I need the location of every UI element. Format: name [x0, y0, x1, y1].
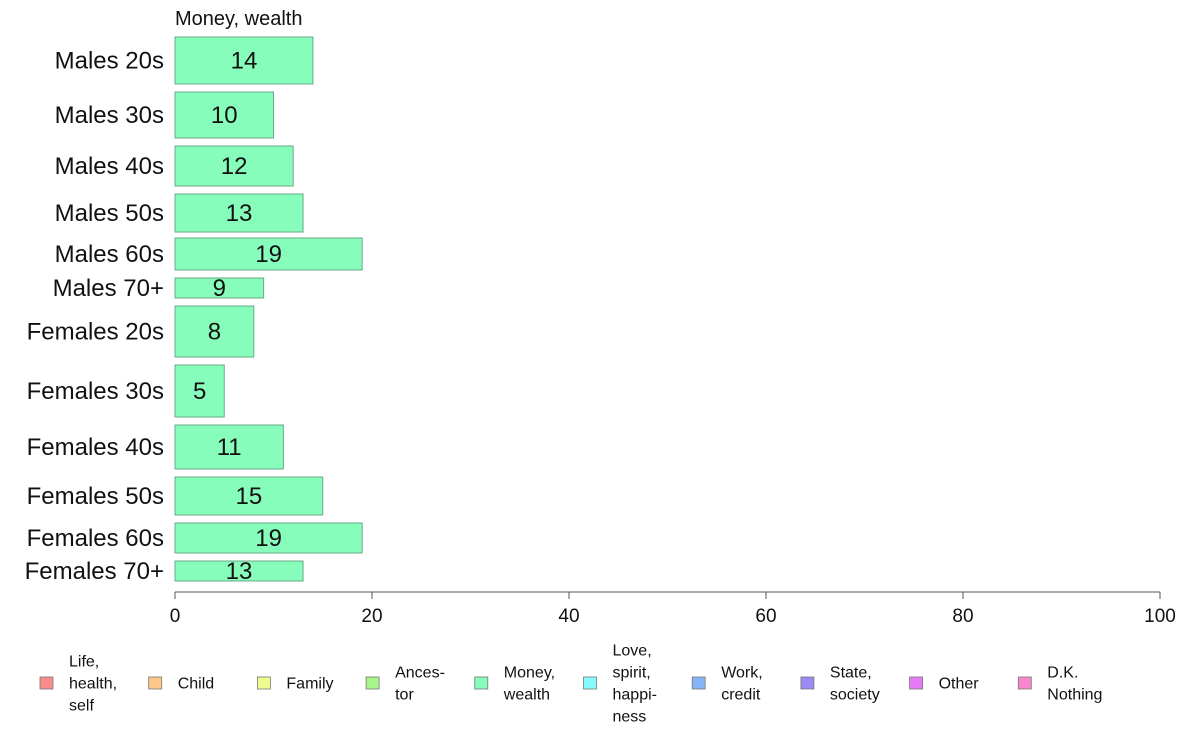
legend-label: Love, spirit, happi-ness	[613, 643, 657, 726]
bar-value-label: 14	[231, 48, 258, 75]
legend-swatch	[474, 676, 489, 690]
category-label: Females 20s	[27, 319, 164, 346]
bar-value-label: 19	[255, 525, 282, 552]
category-label: Males 40s	[55, 153, 164, 180]
legend-label: Money, wealth	[503, 665, 555, 704]
legend-label: Life, health, self	[69, 654, 117, 715]
bar-row: Females 30s 5	[27, 364, 225, 418]
bar-row: Males 50s 13	[55, 193, 304, 233]
legend-item: Family	[256, 676, 334, 693]
bar-value-label: 12	[221, 153, 248, 180]
legend-swatch	[39, 676, 54, 690]
legend-item: Work, credit	[691, 665, 763, 704]
legend-swatch	[583, 676, 597, 690]
legend-swatch	[365, 676, 380, 690]
legend-label: Work, credit	[721, 665, 762, 704]
bar-row: Males 30s 10	[55, 91, 274, 139]
x-axis: 0 20 40 60 80 100	[170, 591, 1176, 627]
bar-row: Females 60s 19	[27, 522, 363, 554]
category-label: Males 50s	[55, 200, 164, 227]
x-tick-label: 60	[755, 606, 776, 627]
x-tick-label: 100	[1144, 606, 1176, 627]
legend-swatch	[691, 676, 706, 690]
bar	[174, 305, 255, 358]
legend-item: Money, wealth	[474, 665, 555, 704]
bar	[174, 424, 284, 470]
bar-value-label: 5	[193, 378, 206, 405]
x-tick-label: 0	[170, 606, 181, 627]
legend-item: D.K. Nothing	[1017, 665, 1102, 704]
bar-row: Males 20s 14	[55, 36, 314, 85]
bar-row: Females 70+ 13	[25, 558, 304, 585]
bar	[174, 476, 324, 516]
category-label: Males 30s	[55, 102, 164, 129]
legend-label: Family	[286, 676, 333, 693]
legend-item: Life, health, self	[39, 654, 117, 715]
bar-value-label: 11	[217, 434, 242, 461]
bar-value-label: 9	[213, 275, 226, 302]
bar	[174, 145, 294, 187]
legend-label: State, society	[830, 665, 880, 704]
category-label: Females 40s	[27, 434, 164, 461]
legend-swatch	[909, 676, 923, 690]
bar-value-label: 19	[255, 241, 282, 268]
legend-item: Love, spirit, happi-ness	[583, 643, 657, 726]
legend-label: Ances-tor	[395, 665, 445, 704]
bar-row: Males 70+ 9	[53, 275, 265, 302]
bar-row: Females 50s 15	[27, 476, 324, 516]
bar-row: Males 40s 12	[55, 145, 294, 187]
bar-value-label: 8	[208, 319, 221, 346]
legend-swatch	[800, 676, 815, 690]
legend-item: State, society	[800, 665, 880, 704]
x-tick-label: 20	[361, 606, 382, 627]
legend: Life, health, self Child Family Ances-tor Mone…	[39, 643, 1102, 726]
bar	[174, 560, 304, 582]
legend-item: Ances-tor	[365, 665, 445, 704]
bar-row: Females 40s 11	[27, 424, 284, 470]
bar-row: Females 20s 8	[27, 305, 255, 358]
x-tick-label: 80	[952, 606, 973, 627]
legend-label: Other	[939, 676, 980, 693]
legend-item: Other	[909, 676, 980, 693]
category-label: Females 30s	[27, 378, 164, 405]
bar	[174, 522, 363, 554]
bar	[174, 193, 304, 233]
bar-row: Males 60s 19	[55, 237, 363, 271]
bar	[174, 36, 314, 85]
bar-value-label: 13	[226, 200, 253, 227]
chart-title: Money, wealth	[175, 8, 302, 30]
legend-swatch	[148, 676, 163, 690]
x-tick-label: 40	[558, 606, 579, 627]
legend-label: Child	[178, 676, 214, 693]
bar	[174, 237, 363, 271]
legend-swatch	[256, 676, 271, 690]
category-label: Females 60s	[27, 525, 164, 552]
category-label: Males 70+	[53, 275, 164, 302]
legend-item: Child	[148, 676, 214, 693]
bars-layer: Males 20s 14 Males 30s 10 Males 40s 12 Males 5…	[25, 36, 363, 585]
bar-value-label: 10	[211, 102, 238, 129]
category-label: Females 70+	[25, 558, 164, 585]
bar	[174, 364, 225, 418]
legend-swatch	[1017, 676, 1032, 690]
bar-value-label: 15	[236, 483, 263, 510]
category-label: Males 60s	[55, 241, 164, 268]
category-label: Females 50s	[27, 483, 164, 510]
bar	[174, 277, 265, 299]
bar-value-label: 13	[226, 558, 253, 585]
legend-label: D.K. Nothing	[1047, 665, 1102, 704]
category-label: Males 20s	[55, 48, 164, 75]
bar	[174, 91, 274, 139]
